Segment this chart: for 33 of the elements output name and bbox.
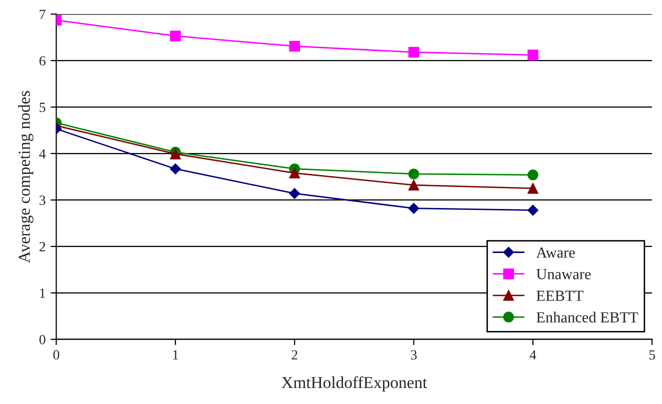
point — [528, 50, 538, 60]
y-tick-label: 0 — [39, 334, 46, 344]
point — [408, 180, 420, 190]
legend-label: Unaware — [536, 269, 591, 280]
legend-label: EEBTT — [536, 290, 584, 301]
y-tick-label: 7 — [40, 10, 46, 19]
point — [289, 168, 300, 178]
point — [408, 168, 420, 180]
y-tick-label: 6 — [40, 56, 46, 66]
y-axis-title: Average competing nodes — [18, 90, 34, 263]
point — [408, 46, 420, 58]
point — [528, 182, 538, 194]
point — [289, 188, 300, 199]
x-tick-label: 0 — [53, 350, 60, 360]
point — [408, 202, 420, 214]
x-tick-label: 1 — [173, 350, 178, 360]
point — [528, 170, 538, 180]
x-tick-label: 5 — [649, 350, 655, 360]
x-tick-label: 2 — [292, 350, 298, 360]
x-tick-label: 4 — [530, 350, 536, 360]
x-axis-title: XmtHoldoffExponent — [282, 376, 428, 392]
y-tick-label: 3 — [40, 196, 46, 205]
point — [170, 30, 181, 42]
legend-label: Aware — [536, 248, 575, 258]
point — [170, 163, 181, 174]
y-tick-label: 2 — [40, 242, 46, 252]
y-tick-label: 4 — [39, 149, 46, 158]
y-tick-label: 5 — [40, 102, 46, 112]
point — [527, 204, 538, 216]
point — [289, 40, 300, 52]
legend-label: Enhanced EBTT — [536, 312, 638, 323]
y-tick-label: 1 — [40, 288, 46, 298]
x-tick-label: 3 — [410, 350, 417, 360]
